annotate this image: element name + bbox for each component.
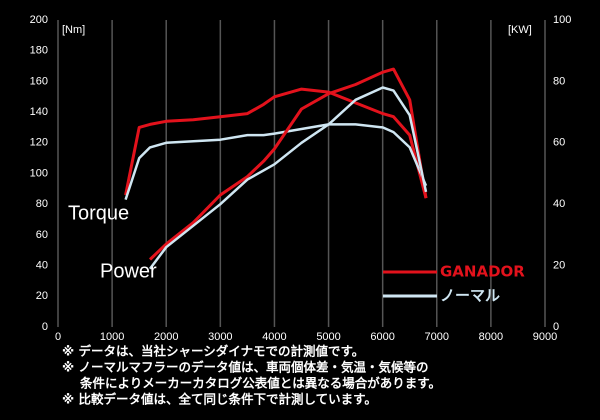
annotation: Torque xyxy=(68,202,129,224)
x-tick-label: 3000 xyxy=(208,331,232,343)
y2-tick-label: 20 xyxy=(553,260,565,272)
legend-label: ノーマル xyxy=(440,287,500,305)
x-tick-label: 6000 xyxy=(370,331,394,343)
y-tick-label: 140 xyxy=(30,106,48,118)
y2-tick-label: 0 xyxy=(553,321,559,333)
y-tick-label: 20 xyxy=(36,290,48,302)
note: ※ 比較データ値は、全て同じ条件下で計測しています。 xyxy=(62,392,377,407)
note: ※ ノーマルマフラーのデータ値は、車両個体差・気温・気候等の xyxy=(62,360,429,375)
y2-tick-label: 80 xyxy=(553,75,565,87)
y-tick-label: 40 xyxy=(36,260,48,272)
note: 条件によりメーカーカタログ公表値とは異なる場合があります。 xyxy=(79,376,441,391)
x-tick-label: 7000 xyxy=(425,331,449,343)
x-tick-label: 0 xyxy=(55,331,61,343)
x-tick-label: 1000 xyxy=(100,331,124,343)
x-tick-label: 4000 xyxy=(262,331,286,343)
y-axis-label: [Nm] xyxy=(62,24,85,36)
y-tick-label: 200 xyxy=(30,14,48,26)
annotation: Power xyxy=(100,260,157,282)
y-tick-label: 0 xyxy=(42,321,48,333)
y-tick-label: 60 xyxy=(36,229,48,241)
x-tick-label: 2000 xyxy=(154,331,178,343)
y2-tick-label: 100 xyxy=(553,14,571,26)
x-tick-label: 8000 xyxy=(479,331,503,343)
y2-tick-label: 60 xyxy=(553,137,565,149)
data-line xyxy=(124,123,428,200)
x-tick-label: 9000 xyxy=(533,331,557,343)
data-line xyxy=(124,87,428,199)
y-tick-label: 100 xyxy=(30,167,48,179)
data-line xyxy=(148,67,428,261)
y-tick-label: 80 xyxy=(36,198,48,210)
data-line xyxy=(149,86,428,270)
note: ※ データは、当社シャーシダイナモでの計測値です。 xyxy=(62,344,364,359)
y2-axis-label: [KW] xyxy=(508,24,532,36)
y-tick-label: 180 xyxy=(30,45,48,57)
x-tick-label: 5000 xyxy=(316,331,340,343)
y-tick-label: 160 xyxy=(30,75,48,87)
y-tick-label: 120 xyxy=(30,137,48,149)
y2-tick-label: 40 xyxy=(553,198,565,210)
legend-label: GANADOR xyxy=(440,263,525,281)
